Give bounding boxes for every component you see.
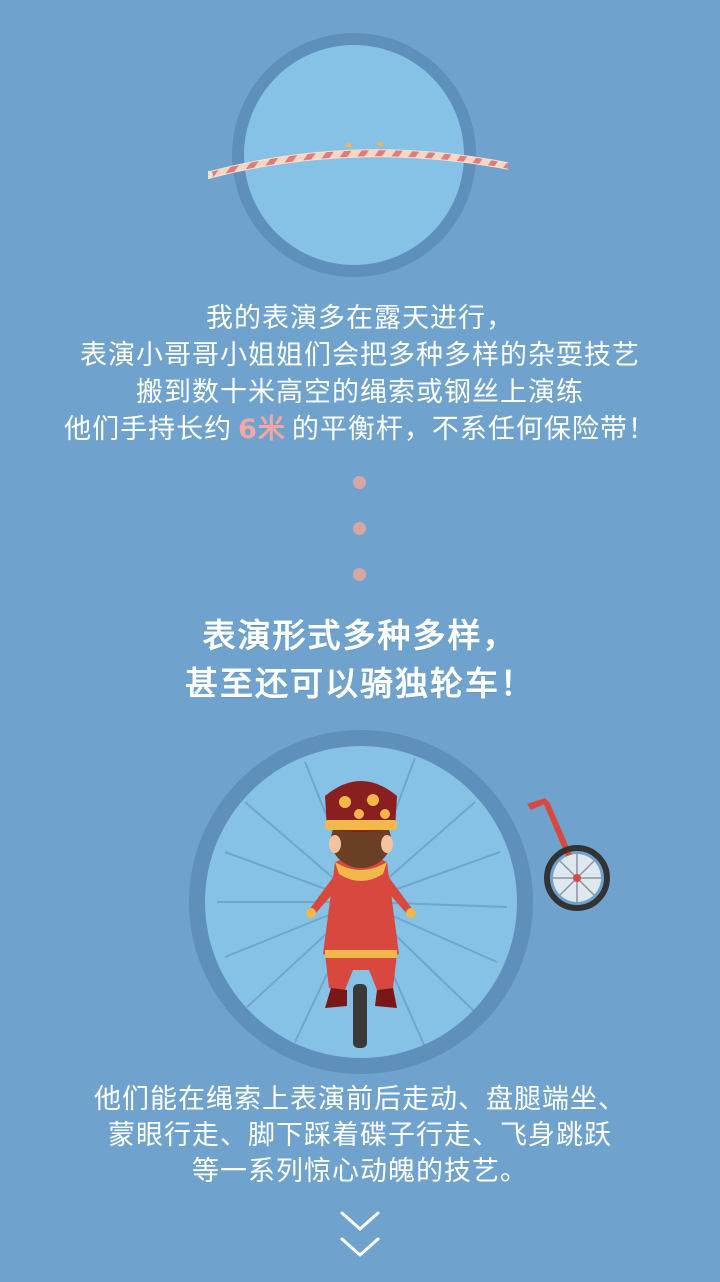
section-headline: 表演形式多种多样， 甚至还可以骑独轮车！ xyxy=(0,612,720,708)
intro-line-3: 搬到数十米高空的绳索或钢丝上演练 xyxy=(136,377,584,408)
intro-line-2: 表演小哥哥小姐姐们会把多种多样的杂耍技艺 xyxy=(80,340,640,371)
separator-dot xyxy=(353,522,366,535)
intro-line-1: 我的表演多在露天进行， xyxy=(206,303,514,334)
bottom-line-1: 他们能在绳索上表演前后走动、盘腿端坐、 xyxy=(94,1084,626,1115)
headline-line-2: 甚至还可以骑独轮车！ xyxy=(185,664,535,703)
performer-icon xyxy=(306,781,416,1048)
intro-line-4: 他们手持长约 6米 的平衡杆，不系任何保险带！ xyxy=(0,411,720,448)
chevron-down-icon[interactable] xyxy=(336,1205,384,1265)
pole-length-highlight: 6米 xyxy=(238,414,286,445)
bottom-line-2: 蒙眼行走、脚下踩着碟子行走、飞身跳跃 xyxy=(108,1120,612,1151)
intro-paragraph: 我的表演多在露天进行， 表演小哥哥小姐姐们会把多种多样的杂耍技艺 搬到数十米高空… xyxy=(0,300,720,448)
bottom-line-3: 等一系列惊心动魄的技艺。 xyxy=(192,1156,528,1187)
separator-dot xyxy=(353,476,366,489)
tightrope-illustration xyxy=(208,33,508,277)
bottom-paragraph: 他们能在绳索上表演前后走动、盘腿端坐、 蒙眼行走、脚下踩着碟子行走、飞身跳跃 等… xyxy=(0,1082,720,1190)
intro-line-4-before: 他们手持长约 xyxy=(64,414,233,445)
balance-pole-icon xyxy=(208,141,508,179)
intro-line-4-after: 的平衡杆，不系任何保险带！ xyxy=(291,414,656,445)
separator-dot xyxy=(353,568,366,581)
headline-line-1: 表演形式多种多样， xyxy=(202,616,518,655)
unicycle-icon xyxy=(527,798,610,911)
unicycle-illustration xyxy=(189,730,610,1074)
